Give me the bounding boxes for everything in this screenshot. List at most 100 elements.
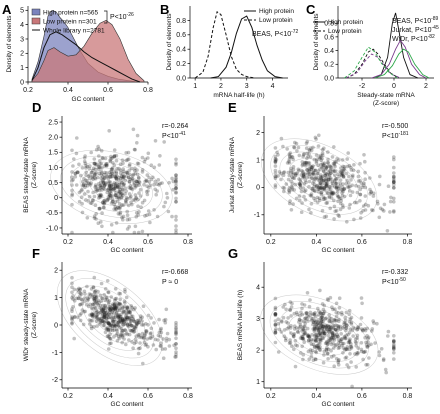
data-point: [70, 321, 74, 325]
data-point: [321, 169, 326, 173]
data-point: [296, 145, 301, 150]
data-point: [371, 208, 375, 213]
data-point: [298, 186, 303, 190]
data-point: [280, 320, 284, 324]
data-point: [86, 189, 90, 194]
data-point: [315, 195, 320, 200]
x-tick-label-e-2: 0.6: [357, 239, 367, 246]
data-point: [97, 196, 101, 200]
data-point: [118, 325, 122, 330]
data-point: [99, 281, 104, 286]
data-point: [288, 340, 293, 345]
data-point: [316, 333, 320, 338]
data-point: [141, 361, 145, 366]
data-point: [110, 171, 114, 176]
data-point: [144, 329, 148, 333]
data-point: [110, 310, 115, 314]
data-point: [95, 301, 99, 306]
data-point: [319, 176, 323, 180]
data-point: [300, 302, 304, 306]
data-point: [104, 326, 108, 331]
y-axis-label-f: WiDr steady-state mRNA: [23, 288, 30, 361]
data-point: [104, 306, 108, 310]
data-point: [371, 319, 376, 323]
density-area-low-protein: [31, 19, 145, 83]
data-point: [110, 316, 114, 321]
data-point: [318, 181, 323, 186]
data-point: [118, 190, 122, 194]
data-point: [273, 176, 278, 180]
data-point: [120, 195, 124, 200]
data-point: [102, 314, 106, 318]
data-point: [99, 185, 104, 190]
data-point: [93, 301, 97, 306]
data-point: [120, 306, 124, 311]
data-point: [155, 182, 159, 186]
data-point: [89, 170, 94, 175]
data-point: [321, 331, 326, 336]
data-point: [334, 356, 339, 361]
data-point: [317, 346, 321, 350]
data-point: [78, 294, 82, 298]
data-point: [310, 176, 314, 180]
data-point: [313, 332, 318, 337]
data-point: [300, 306, 304, 311]
data-point: [100, 211, 104, 215]
data-point: [315, 335, 320, 340]
data-point: [333, 209, 338, 214]
data-point: [114, 306, 119, 311]
data-point: [336, 360, 341, 365]
data-point: [314, 335, 319, 340]
data-point: [299, 180, 303, 184]
data-point: [105, 296, 109, 300]
data-point: [388, 210, 392, 214]
data-point: [99, 169, 104, 174]
data-point: [348, 344, 353, 349]
data-point: [118, 168, 123, 172]
data-point: [339, 166, 343, 170]
x-tick-label-e-1: 0.4: [312, 239, 322, 246]
data-point: [301, 337, 306, 342]
data-point: [316, 187, 320, 191]
data-point: [100, 183, 104, 188]
data-point: [322, 161, 327, 165]
data-point: [98, 293, 103, 298]
legend-label-low-c: Low protein: [328, 28, 362, 35]
data-point: [329, 171, 333, 176]
data-point: [106, 306, 110, 310]
data-point: [326, 191, 330, 195]
data-point: [273, 164, 278, 168]
data-point: [284, 336, 288, 341]
data-point: [124, 312, 128, 316]
data-point: [109, 186, 114, 191]
data-point: [339, 199, 344, 203]
y-tick-label-f-2: 0: [54, 322, 58, 329]
data-point: [123, 328, 127, 332]
data-point: [334, 310, 339, 315]
data-point: [79, 311, 83, 316]
x-tick-label-c-1: 0: [392, 83, 396, 90]
data-point: [99, 220, 103, 224]
data-point: [332, 217, 336, 221]
data-point: [139, 335, 144, 340]
data-point: [174, 325, 178, 330]
data-point: [118, 308, 122, 313]
data-point: [310, 186, 315, 191]
density-contour-e-1: [298, 164, 340, 195]
data-point: [314, 332, 319, 337]
density-contour-f-5: [56, 270, 163, 366]
data-point: [287, 161, 292, 165]
data-point: [126, 324, 131, 329]
data-point: [290, 301, 294, 306]
data-point: [325, 201, 330, 205]
data-point: [354, 365, 359, 369]
data-point: [290, 182, 295, 186]
data-point: [305, 311, 309, 316]
data-point: [132, 329, 137, 334]
data-point: [118, 316, 122, 321]
data-point: [122, 174, 126, 179]
data-point: [315, 326, 319, 331]
data-point: [174, 186, 178, 190]
data-point: [102, 198, 107, 203]
data-point: [171, 179, 176, 184]
